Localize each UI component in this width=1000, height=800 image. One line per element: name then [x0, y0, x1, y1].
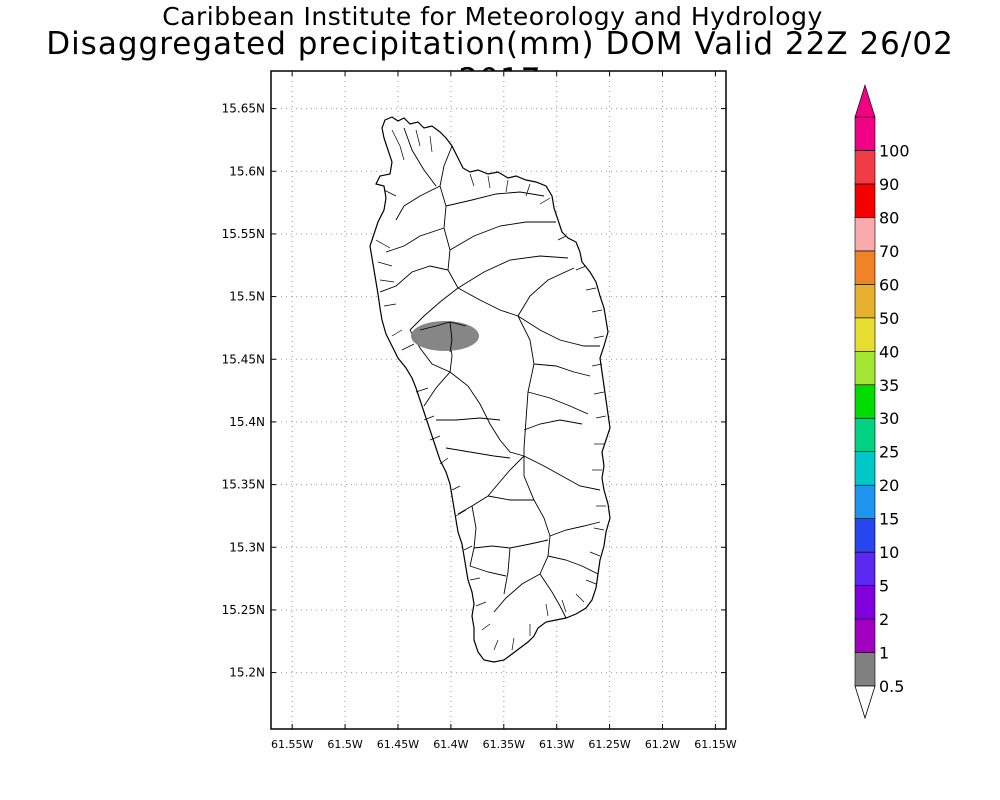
lon-tick-label: 61.3W	[539, 738, 574, 751]
lat-tick-label: 15.2N	[229, 666, 265, 680]
lat-tick-label: 15.5N	[229, 290, 265, 304]
colorbar-swatch	[854, 250, 876, 285]
lon-tick-label: 61.55W	[271, 738, 313, 751]
precipitation-area	[411, 321, 479, 351]
colorbar-swatch	[854, 551, 876, 586]
colorbar-swatch	[854, 317, 876, 352]
lon-tick-label: 61.5W	[327, 738, 362, 751]
colorbar-swatch	[854, 652, 876, 687]
colorbar-swatch	[854, 150, 876, 185]
colorbar-label: 0.5	[879, 677, 904, 696]
lon-tick-label: 61.35W	[483, 738, 525, 751]
colorbar-label: 40	[879, 342, 899, 361]
lon-tick-label: 61.4W	[433, 738, 468, 751]
colorbar-swatch	[854, 518, 876, 553]
lon-tick-label: 61.2W	[645, 738, 680, 751]
colorbar-swatch	[854, 116, 876, 151]
colorbar-label: 35	[879, 376, 899, 395]
colorbar-swatch	[854, 217, 876, 252]
lat-tick-label: 15.65N	[222, 102, 265, 116]
colorbar-label: 15	[879, 510, 899, 529]
lat-tick-label: 15.3N	[229, 540, 265, 554]
axis-ticks: 15.65N 15.6N 15.55N 15.5N 15.45N 15.4N 15.35N 1…	[222, 71, 737, 751]
colorbar-swatch	[854, 183, 876, 218]
colorbar-label: 50	[879, 309, 899, 328]
colorbar-label: 5	[879, 577, 889, 596]
lon-tick-label: 61.25W	[588, 738, 630, 751]
colorbar-label: 10	[879, 543, 899, 562]
lat-tick-label: 15.25N	[222, 603, 265, 617]
colorbar-swatch	[854, 585, 876, 620]
colorbar-swatch	[854, 417, 876, 453]
colorbar-label: 20	[879, 476, 899, 495]
lat-tick-label: 15.45N	[222, 352, 265, 366]
colorbar-swatch	[854, 384, 876, 419]
basin-boundaries	[379, 127, 601, 619]
colorbar-lower-arrow	[854, 685, 876, 720]
chart-title: Caribbean Institute for Meteorology and …	[162, 2, 823, 31]
colorbar-upper-arrow	[854, 83, 876, 118]
shaded-area-streams	[419, 321, 467, 353]
lon-tick-label: 61.15W	[694, 738, 736, 751]
colorbar-label: 90	[879, 175, 899, 194]
colorbar-label: 2	[879, 610, 889, 629]
lat-tick-label: 15.55N	[222, 227, 265, 241]
colorbar-swatch	[854, 484, 876, 519]
lat-tick-label: 15.4N	[229, 415, 265, 429]
colorbar-swatch	[854, 451, 876, 486]
colorbar-label: 1	[879, 644, 889, 663]
lon-tick-label: 61.45W	[377, 738, 419, 751]
map-grid	[271, 71, 726, 729]
colorbar-label: 30	[879, 409, 899, 428]
colorbar-swatch	[854, 284, 876, 319]
colorbar-label: 100	[879, 141, 910, 160]
coastal-streams	[375, 129, 607, 651]
lat-tick-label: 15.6N	[229, 164, 265, 178]
colorbar-label: 60	[879, 275, 899, 294]
colorbar-swatch	[854, 618, 876, 653]
chart-subtitle: Disaggregated precipitation(mm) DOM Vali…	[46, 26, 954, 98]
colorbar-label: 80	[879, 208, 899, 227]
colorbar-label: 25	[879, 443, 899, 462]
colorbar-label: 70	[879, 242, 899, 261]
lat-tick-label: 15.35N	[222, 478, 265, 492]
colorbar-swatch	[854, 350, 876, 386]
